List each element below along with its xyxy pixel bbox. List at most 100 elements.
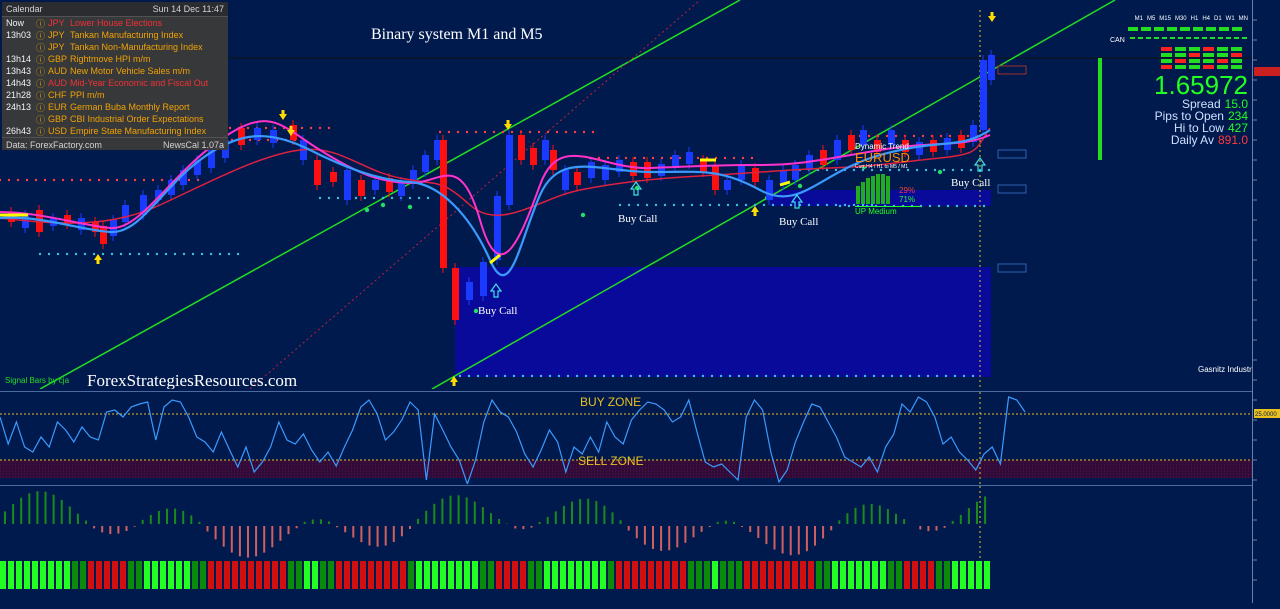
candle	[752, 168, 759, 182]
calendar-currency: GBP	[48, 54, 70, 64]
support-dot	[702, 375, 704, 377]
histogram-bar-up	[182, 511, 184, 524]
calendar-event: New Motor Vehicle Sales m/m	[70, 66, 190, 76]
signal-bar	[936, 561, 942, 589]
histogram-bar-down	[652, 526, 654, 549]
signal-bar	[760, 561, 766, 589]
trend-status: UP Medium	[855, 206, 921, 216]
histogram-bar-up	[474, 502, 476, 524]
resistance-dot	[319, 127, 321, 129]
resistance-dot	[886, 135, 888, 137]
candle	[644, 162, 651, 178]
support-dot	[839, 205, 841, 207]
support-dot	[328, 197, 330, 199]
histogram-bar-up	[612, 512, 614, 524]
histogram-bar-up	[620, 520, 622, 524]
support-dot	[682, 204, 684, 206]
resistance-dot	[565, 131, 567, 133]
resistance-dot	[466, 131, 468, 133]
trend-pct-red: 29%	[899, 186, 915, 195]
histogram-bar-down	[344, 526, 346, 532]
histogram-bar-down	[814, 526, 816, 546]
support-dot	[66, 253, 68, 255]
oscillator-panel[interactable]: BUY ZONE SELL ZONE	[0, 391, 1252, 484]
histogram-bar-up	[328, 521, 330, 524]
resistance-dot	[17, 179, 19, 181]
histogram-bar-down	[352, 526, 354, 537]
histogram-bar-up	[846, 513, 848, 524]
resistance-dot	[502, 131, 504, 133]
support-dot	[156, 253, 158, 255]
histogram-bar-up	[903, 519, 905, 524]
support-dot	[612, 375, 614, 377]
support-dot	[954, 375, 956, 377]
signal-bar	[528, 561, 534, 589]
candle	[820, 150, 827, 165]
resistance-dot	[922, 135, 924, 137]
histogram-bar-up	[563, 506, 565, 524]
main-price-panel[interactable]: Binary system M1 and M5 Buy Call Buy Cal…	[0, 0, 1252, 389]
resistance-dot	[152, 179, 154, 181]
signal-bar	[272, 561, 278, 589]
candle	[358, 180, 365, 196]
signal-dot	[381, 203, 385, 207]
signal-bar	[248, 561, 254, 589]
histogram-bar-up	[312, 519, 314, 524]
candle	[686, 152, 693, 164]
histogram-bar-up	[433, 504, 435, 524]
histogram-bar-down	[393, 526, 395, 542]
calendar-time: 26h43	[6, 126, 36, 136]
support-dot	[738, 375, 740, 377]
signal-bar	[832, 561, 838, 589]
histogram-bar-down	[782, 526, 784, 553]
support-dot	[147, 253, 149, 255]
support-dot	[846, 375, 848, 377]
support-dot	[972, 375, 974, 377]
histogram-bar-up	[887, 509, 889, 524]
support-dot	[657, 375, 659, 377]
resistance-dot	[949, 135, 951, 137]
oscillator-chart[interactable]: BUY ZONE SELL ZONE	[0, 392, 1252, 484]
signal-bar	[768, 561, 774, 589]
signal-bar	[128, 561, 134, 589]
histogram-bar-up	[69, 506, 71, 524]
support-dot	[666, 375, 668, 377]
price-axis[interactable]: 25.0000	[1252, 0, 1280, 603]
histogram-chart[interactable]	[0, 486, 1252, 604]
calendar-event: Empire State Manufacturing Index	[70, 126, 206, 136]
buy-call-label: Buy Call	[951, 177, 990, 189]
resistance-dot	[625, 157, 627, 159]
histogram-bar-up	[304, 522, 306, 524]
resistance-dot	[616, 157, 618, 159]
candle	[792, 165, 799, 180]
signal-bar	[408, 561, 414, 589]
histogram-bar-up	[717, 522, 719, 524]
histogram-panel[interactable]	[0, 485, 1252, 604]
histogram-bar-down	[919, 526, 921, 529]
candle	[574, 172, 581, 185]
resistance-dot	[484, 131, 486, 133]
support-dot	[664, 204, 666, 206]
histogram-bar-up	[53, 495, 55, 524]
histogram-bar-down	[126, 526, 128, 531]
timeframe-label: H4	[1202, 16, 1210, 22]
signal-bar	[216, 561, 222, 589]
signal-bar	[976, 561, 982, 589]
signal-bar	[416, 561, 422, 589]
signal-bar	[352, 561, 358, 589]
buy-zone-label: BUY ZONE	[580, 395, 641, 409]
candle	[480, 262, 487, 296]
signal-bar	[888, 561, 894, 589]
histogram-bar-down	[757, 526, 759, 538]
